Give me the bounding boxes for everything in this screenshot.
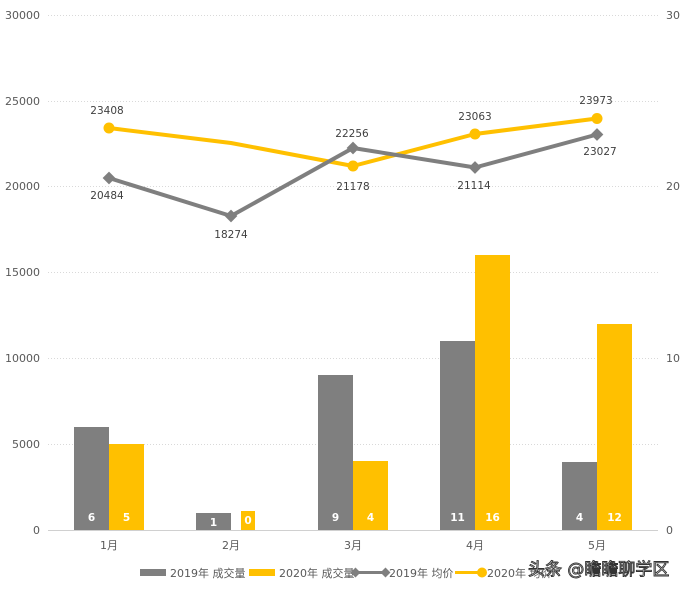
svg-text:4月: 4月 bbox=[466, 539, 484, 552]
svg-text:3月: 3月 bbox=[344, 539, 362, 552]
svg-text:9: 9 bbox=[332, 512, 339, 524]
legend-swatch-2020-avg bbox=[455, 567, 487, 578]
svg-text:2020年 成交量: 2020年 成交量 bbox=[279, 566, 355, 580]
svg-text:23027: 23027 bbox=[583, 146, 616, 158]
bar-2019-feb bbox=[196, 513, 231, 530]
svg-text:2020年 均价: 2020年 均价 bbox=[487, 566, 552, 580]
svg-text:4: 4 bbox=[576, 512, 583, 524]
line-labels: 23408 21178 23063 23973 20484 18274 2225… bbox=[90, 95, 616, 241]
bars-2019-volume bbox=[74, 341, 597, 530]
left-axis: 0 5000 10000 15000 20000 25000 30000 bbox=[5, 9, 40, 537]
svg-text:30: 30 bbox=[666, 9, 680, 22]
svg-text:25000: 25000 bbox=[5, 95, 40, 108]
svg-text:21178: 21178 bbox=[336, 181, 369, 193]
bars-2020-volume bbox=[109, 255, 632, 530]
svg-text:21114: 21114 bbox=[457, 180, 491, 192]
bar-2020-mar bbox=[353, 461, 388, 530]
bar-2020-apr bbox=[475, 255, 510, 530]
svg-text:23408: 23408 bbox=[90, 105, 123, 117]
legend-swatch-2020-volume bbox=[249, 569, 275, 576]
bar-2020-jan bbox=[109, 444, 144, 530]
svg-text:0: 0 bbox=[666, 524, 673, 537]
svg-text:5月: 5月 bbox=[588, 539, 606, 552]
svg-text:10000: 10000 bbox=[5, 352, 40, 365]
bar-2019-apr bbox=[440, 341, 475, 530]
svg-text:0: 0 bbox=[33, 524, 40, 537]
bar-2019-may bbox=[562, 462, 597, 530]
svg-text:23063: 23063 bbox=[458, 111, 491, 123]
bar-2020-feb-label-box bbox=[241, 511, 255, 530]
svg-text:20484: 20484 bbox=[90, 190, 124, 202]
right-axis: 0 10 20 30 bbox=[666, 9, 680, 537]
watermark: 头条 @瞻瞻聊学区 bbox=[528, 560, 669, 580]
svg-text:18274: 18274 bbox=[214, 229, 248, 241]
svg-text:11: 11 bbox=[450, 512, 465, 524]
x-axis-labels: 1月 2月 3月 4月 5月 bbox=[100, 539, 606, 552]
legend-swatch-2019-volume bbox=[140, 569, 166, 576]
svg-text:23973: 23973 bbox=[579, 95, 612, 107]
svg-text:15000: 15000 bbox=[5, 266, 40, 279]
line-2020-avg bbox=[103, 113, 603, 172]
svg-text:22256: 22256 bbox=[335, 128, 369, 140]
legend-swatch-2019-avg bbox=[350, 567, 391, 578]
svg-text:5: 5 bbox=[123, 512, 130, 524]
svg-text:20000: 20000 bbox=[5, 180, 40, 193]
svg-text:2019年 成交量: 2019年 成交量 bbox=[170, 566, 246, 580]
svg-text:16: 16 bbox=[485, 512, 500, 524]
svg-text:2月: 2月 bbox=[222, 539, 240, 552]
svg-text:1月: 1月 bbox=[100, 539, 118, 552]
bar-labels: 6 1 9 11 4 5 0 4 16 12 bbox=[88, 512, 622, 529]
bar-2019-mar bbox=[318, 375, 353, 530]
svg-text:30000: 30000 bbox=[5, 9, 40, 22]
svg-text:20: 20 bbox=[666, 180, 680, 193]
svg-text:5000: 5000 bbox=[12, 438, 40, 451]
svg-text:6: 6 bbox=[88, 512, 95, 524]
svg-text:4: 4 bbox=[367, 512, 374, 524]
bar-2019-jan bbox=[74, 427, 109, 530]
line-2019-avg bbox=[102, 128, 604, 223]
legend: 2019年 成交量 2020年 成交量 2019年 均价 2020年 均价 bbox=[140, 566, 552, 580]
svg-text:0: 0 bbox=[244, 515, 251, 527]
svg-text:1: 1 bbox=[210, 517, 217, 529]
svg-text:10: 10 bbox=[666, 352, 680, 365]
svg-text:2019年 均价: 2019年 均价 bbox=[389, 566, 454, 580]
svg-text:12: 12 bbox=[607, 512, 622, 524]
bar-2020-may bbox=[597, 324, 632, 530]
